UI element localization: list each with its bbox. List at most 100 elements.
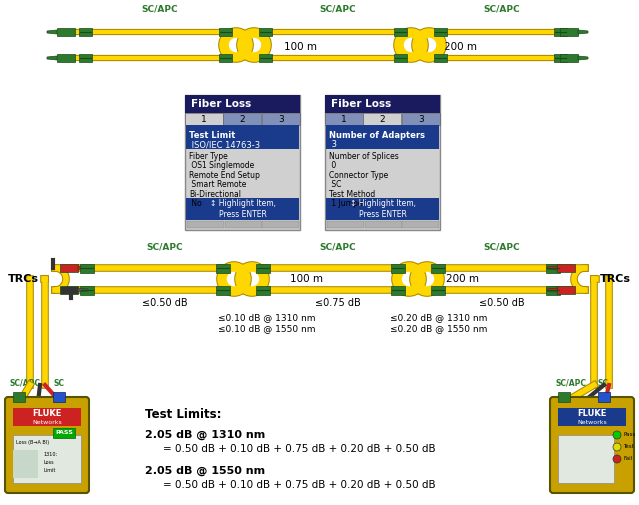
Text: = 0.50 dB + 0.10 dB + 0.75 dB + 0.20 dB + 0.50 dB: = 0.50 dB + 0.10 dB + 0.75 dB + 0.20 dB … <box>163 444 436 454</box>
Bar <box>560 28 578 36</box>
Text: SC/APC: SC/APC <box>320 243 357 252</box>
Text: 2.05 dB @ 1550 nm: 2.05 dB @ 1550 nm <box>145 466 265 476</box>
Bar <box>57 28 75 36</box>
Bar <box>53 428 75 438</box>
Bar <box>80 285 94 294</box>
Bar <box>326 125 439 149</box>
Text: Fiber Loss: Fiber Loss <box>331 99 391 109</box>
Bar <box>553 54 567 62</box>
Text: TRCs: TRCs <box>8 274 39 284</box>
Text: SC: SC <box>598 379 609 388</box>
Bar <box>216 285 230 294</box>
Text: 2.05 dB @ 1310 nm: 2.05 dB @ 1310 nm <box>145 430 265 440</box>
Text: FLUKE: FLUKE <box>577 410 606 419</box>
Bar <box>560 54 578 62</box>
Bar <box>224 113 261 125</box>
Text: = 0.50 dB + 0.10 dB + 0.75 dB + 0.20 dB + 0.50 dB: = 0.50 dB + 0.10 dB + 0.75 dB + 0.20 dB … <box>163 480 436 490</box>
FancyBboxPatch shape <box>5 397 89 493</box>
Text: ≤0.10 dB @ 1310 nm: ≤0.10 dB @ 1310 nm <box>218 313 316 322</box>
Text: 200 m: 200 m <box>447 274 479 284</box>
Circle shape <box>613 431 621 439</box>
Text: Test Limits:: Test Limits: <box>145 408 222 421</box>
Bar <box>433 54 447 62</box>
Text: Smart Remote: Smart Remote <box>189 180 247 189</box>
Bar <box>60 264 78 272</box>
Text: Number of Splices: Number of Splices <box>329 152 399 161</box>
Circle shape <box>613 455 621 463</box>
Bar <box>558 408 626 426</box>
Bar <box>326 198 439 220</box>
Bar <box>557 286 575 294</box>
Bar <box>262 221 299 228</box>
Polygon shape <box>547 266 557 270</box>
Polygon shape <box>78 288 88 292</box>
Bar <box>13 408 81 426</box>
Bar <box>219 28 231 36</box>
Bar <box>185 95 300 113</box>
Text: 2: 2 <box>240 115 245 124</box>
Bar <box>557 264 575 272</box>
Text: 200 m: 200 m <box>443 42 477 52</box>
Bar <box>261 113 300 125</box>
Bar <box>402 113 440 125</box>
Bar <box>553 28 567 36</box>
Bar <box>186 125 299 149</box>
Text: ↕ Highlight Item,
Press ENTER: ↕ Highlight Item, Press ENTER <box>210 199 275 219</box>
Text: Test Method: Test Method <box>329 190 375 199</box>
Bar <box>325 113 363 125</box>
Text: ≤0.20 dB @ 1310 nm: ≤0.20 dB @ 1310 nm <box>390 313 488 322</box>
Bar <box>79 28 91 36</box>
Text: 100 m: 100 m <box>291 274 323 284</box>
Bar <box>391 285 405 294</box>
Text: SC/APC: SC/APC <box>147 243 183 252</box>
Text: ≤0.50 dB: ≤0.50 dB <box>142 298 188 308</box>
Text: 3: 3 <box>278 115 284 124</box>
Bar <box>433 28 447 36</box>
Bar <box>219 54 231 62</box>
Text: Fiber Type: Fiber Type <box>189 152 227 161</box>
Text: 100 m: 100 m <box>284 42 316 52</box>
Bar <box>364 113 401 125</box>
Text: 1 Jumper: 1 Jumper <box>329 199 366 208</box>
Text: SC/APC: SC/APC <box>555 379 586 388</box>
Bar <box>13 392 25 402</box>
Text: SC/APC: SC/APC <box>484 5 520 14</box>
Bar <box>186 198 299 220</box>
Text: Fail: Fail <box>623 457 632 462</box>
Bar <box>259 54 272 62</box>
Bar <box>224 221 261 228</box>
Text: ≤0.20 dB @ 1550 nm: ≤0.20 dB @ 1550 nm <box>390 324 488 333</box>
Text: 0: 0 <box>329 161 336 170</box>
Bar <box>546 264 560 273</box>
Bar <box>546 285 560 294</box>
Bar <box>185 113 223 125</box>
Bar <box>325 95 440 230</box>
Circle shape <box>613 443 621 451</box>
Text: SC: SC <box>329 180 341 189</box>
Bar <box>364 221 401 228</box>
Text: Loss (B→A BI): Loss (B→A BI) <box>16 440 49 445</box>
FancyBboxPatch shape <box>550 397 634 493</box>
Bar <box>431 285 445 294</box>
Text: ISO/IEC 14763-3: ISO/IEC 14763-3 <box>189 140 260 149</box>
Bar <box>394 28 406 36</box>
Polygon shape <box>47 56 57 60</box>
Polygon shape <box>47 30 57 34</box>
Bar <box>79 54 91 62</box>
Bar <box>60 286 78 294</box>
Text: Number of Adapters: Number of Adapters <box>329 131 425 140</box>
Bar <box>391 264 405 273</box>
Text: Remote End Setup: Remote End Setup <box>189 171 260 180</box>
Text: Loss: Loss <box>43 460 54 465</box>
Text: SC/APC: SC/APC <box>484 243 520 252</box>
Text: OS1 Singlemode: OS1 Singlemode <box>189 161 254 170</box>
Bar <box>431 264 445 273</box>
Text: ↕ Highlight Item,
Press ENTER: ↕ Highlight Item, Press ENTER <box>350 199 415 219</box>
Bar <box>256 285 270 294</box>
Text: 3: 3 <box>418 115 424 124</box>
Text: No: No <box>189 199 202 208</box>
Text: Pass: Pass <box>623 432 635 437</box>
Text: Limit: Limit <box>43 468 56 473</box>
Bar <box>185 95 300 230</box>
Text: Test: Test <box>623 444 634 449</box>
